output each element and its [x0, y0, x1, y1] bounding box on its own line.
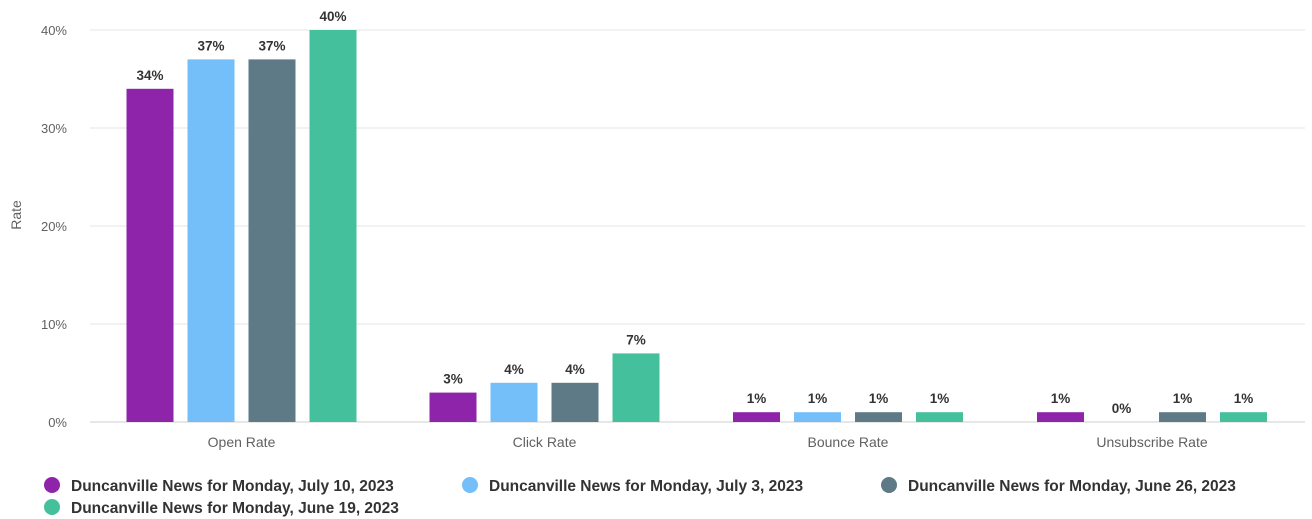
data-labels: 34% 37% 37% 40% 3% 4% 4% 7% 1% 1% 1% 1% 1% 0% 1% 1%: [136, 9, 1253, 416]
bar[interactable]: [1220, 412, 1267, 422]
bar[interactable]: [1159, 412, 1206, 422]
bar[interactable]: [1037, 412, 1084, 422]
y-tick-label: 20%: [41, 219, 67, 234]
data-label: 1%: [747, 391, 767, 406]
data-label: 1%: [1234, 391, 1254, 406]
bar[interactable]: [916, 412, 963, 422]
legend-label: Duncanville News for Monday, June 26, 20…: [908, 478, 1236, 495]
bar[interactable]: [126, 88, 174, 423]
y-tick-label: 30%: [41, 121, 67, 136]
y-axis-ticks: 0% 10% 20% 30% 40%: [41, 23, 67, 430]
bar[interactable]: [187, 59, 235, 423]
legend-marker: [44, 477, 60, 493]
x-category-label: Click Rate: [513, 434, 577, 450]
legend-label: Duncanville News for Monday, June 19, 20…: [71, 500, 399, 517]
data-label: 7%: [626, 332, 646, 347]
y-tick-label: 40%: [41, 23, 67, 38]
y-tick-label: 10%: [41, 317, 67, 332]
data-label: 1%: [1173, 391, 1193, 406]
data-label: 3%: [443, 372, 463, 387]
data-label: 40%: [319, 9, 346, 24]
data-label: 34%: [136, 68, 163, 83]
bar[interactable]: [794, 412, 841, 422]
data-label: 4%: [565, 362, 585, 377]
legend-item[interactable]: Duncanville News for Monday, July 3, 202…: [462, 477, 804, 495]
data-label: 0%: [1112, 401, 1132, 416]
legend-label: Duncanville News for Monday, July 10, 20…: [71, 478, 394, 495]
bar[interactable]: [733, 412, 780, 422]
legend: Duncanville News for Monday, July 10, 20…: [44, 477, 1236, 517]
y-axis-title: Rate: [8, 200, 24, 230]
data-label: 1%: [808, 391, 828, 406]
bar[interactable]: [490, 382, 538, 422]
bar[interactable]: [248, 59, 296, 423]
bar[interactable]: [429, 392, 477, 422]
data-label: 1%: [869, 391, 889, 406]
bar[interactable]: [551, 382, 599, 422]
legend-item[interactable]: Duncanville News for Monday, June 26, 20…: [881, 477, 1236, 495]
data-label: 37%: [258, 38, 285, 53]
legend-item[interactable]: Duncanville News for Monday, June 19, 20…: [44, 499, 399, 517]
legend-marker: [881, 477, 897, 493]
data-label: 1%: [930, 391, 950, 406]
legend-marker: [44, 499, 60, 515]
x-axis-categories: Open Rate Click Rate Bounce Rate Unsubscrib…: [208, 434, 1208, 450]
bars: [126, 30, 1267, 423]
data-label: 1%: [1051, 391, 1071, 406]
x-category-label: Unsubscribe Rate: [1096, 434, 1207, 450]
bar[interactable]: [309, 30, 357, 422]
bar[interactable]: [612, 353, 660, 422]
legend-marker: [462, 477, 478, 493]
y-tick-label: 0%: [48, 415, 67, 430]
data-label: 37%: [197, 38, 224, 53]
legend-label: Duncanville News for Monday, July 3, 202…: [489, 478, 804, 495]
bar[interactable]: [855, 412, 902, 422]
x-category-label: Open Rate: [208, 434, 276, 450]
legend-item[interactable]: Duncanville News for Monday, July 10, 20…: [44, 477, 394, 495]
data-label: 4%: [504, 362, 524, 377]
x-category-label: Bounce Rate: [808, 434, 889, 450]
